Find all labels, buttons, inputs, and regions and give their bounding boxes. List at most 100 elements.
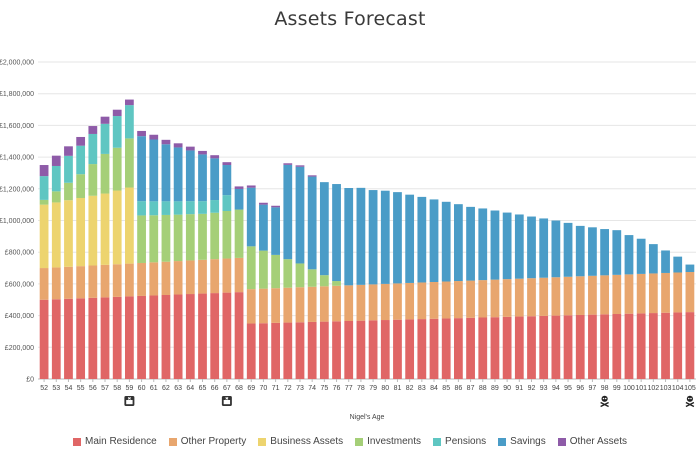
- bar-segment-savings[interactable]: [575, 225, 585, 277]
- bar-segment-other-property[interactable]: [685, 272, 695, 313]
- bar-segment-other-property[interactable]: [76, 266, 86, 299]
- bar-segment-savings[interactable]: [636, 238, 646, 274]
- bar-segment-other-property[interactable]: [161, 261, 171, 295]
- bar-segment-savings[interactable]: [185, 150, 195, 202]
- bar-segment-main-residence[interactable]: [161, 294, 171, 379]
- bar-segment-savings[interactable]: [600, 229, 609, 276]
- bar-segment-main-residence[interactable]: [149, 295, 159, 379]
- bar-segment-other-property[interactable]: [332, 285, 341, 322]
- bar-segment-savings[interactable]: [393, 192, 402, 284]
- bar-segment-other-assets[interactable]: [76, 136, 86, 146]
- bar-segment-savings[interactable]: [234, 188, 244, 210]
- bar-segment-other-assets[interactable]: [246, 185, 256, 188]
- bar-segment-main-residence[interactable]: [478, 317, 488, 379]
- bar-segment-other-assets[interactable]: [210, 155, 220, 159]
- bar-segment-other-property[interactable]: [88, 265, 98, 298]
- bar-segment-pensions[interactable]: [161, 201, 171, 215]
- bar-segment-other-assets[interactable]: [295, 165, 305, 167]
- bar-segment-savings[interactable]: [514, 214, 524, 279]
- legend-item-other-assets[interactable]: Other Assets: [557, 436, 627, 447]
- bar-segment-other-property[interactable]: [551, 277, 561, 316]
- bar-segment-other-assets[interactable]: [307, 175, 317, 177]
- bar-segment-other-assets[interactable]: [64, 146, 73, 156]
- bar-segment-other-property[interactable]: [100, 264, 110, 298]
- bar-segment-other-assets[interactable]: [271, 205, 280, 208]
- bar-segment-main-residence[interactable]: [673, 312, 683, 379]
- bar-segment-main-residence[interactable]: [246, 323, 256, 379]
- bar-segment-pensions[interactable]: [149, 201, 159, 216]
- bar-segment-main-residence[interactable]: [234, 292, 244, 379]
- bar-segment-other-property[interactable]: [234, 257, 244, 293]
- bar-segment-main-residence[interactable]: [466, 317, 475, 379]
- bar-segment-savings[interactable]: [673, 256, 683, 273]
- bar-segment-investments[interactable]: [161, 214, 171, 262]
- bar-segment-pensions[interactable]: [125, 105, 134, 139]
- bar-segment-investments[interactable]: [51, 191, 61, 203]
- bar-segment-pensions[interactable]: [100, 123, 110, 154]
- bar-segment-other-property[interactable]: [380, 283, 390, 321]
- bar-segment-savings[interactable]: [271, 207, 280, 255]
- bar-segment-savings[interactable]: [161, 144, 171, 202]
- bar-segment-other-assets[interactable]: [283, 163, 293, 165]
- bar-segment-other-property[interactable]: [539, 277, 549, 316]
- bar-segment-other-assets[interactable]: [185, 146, 195, 151]
- bar-segment-other-property[interactable]: [661, 272, 670, 313]
- bar-segment-other-assets[interactable]: [39, 165, 49, 177]
- bar-segment-savings[interactable]: [478, 208, 488, 281]
- bar-segment-main-residence[interactable]: [307, 321, 317, 379]
- bar-segment-pensions[interactable]: [222, 195, 232, 211]
- bar-segment-main-residence[interactable]: [514, 316, 524, 379]
- bar-segment-other-assets[interactable]: [88, 126, 98, 134]
- bar-segment-savings[interactable]: [527, 216, 536, 279]
- bar-segment-savings[interactable]: [173, 147, 183, 202]
- legend-item-business-assets[interactable]: Business Assets: [258, 436, 343, 447]
- bar-segment-savings[interactable]: [405, 194, 415, 283]
- bar-segment-pensions[interactable]: [137, 201, 146, 216]
- bar-segment-other-assets[interactable]: [259, 202, 268, 205]
- bar-segment-investments[interactable]: [259, 250, 268, 289]
- bar-segment-pensions[interactable]: [198, 201, 207, 214]
- bar-segment-main-residence[interactable]: [661, 312, 670, 379]
- bar-segment-other-property[interactable]: [307, 286, 317, 322]
- bar-segment-main-residence[interactable]: [185, 294, 195, 379]
- bar-segment-main-residence[interactable]: [88, 297, 98, 379]
- bar-segment-savings[interactable]: [454, 204, 463, 282]
- bar-segment-other-property[interactable]: [173, 261, 183, 295]
- bar-segment-main-residence[interactable]: [198, 293, 207, 379]
- bar-segment-main-residence[interactable]: [283, 322, 293, 379]
- bar-segment-savings[interactable]: [441, 201, 451, 282]
- bar-segment-pensions[interactable]: [88, 133, 98, 165]
- bar-segment-other-property[interactable]: [246, 289, 256, 324]
- bar-segment-other-assets[interactable]: [100, 116, 110, 124]
- bar-segment-savings[interactable]: [502, 212, 512, 280]
- bar-segment-main-residence[interactable]: [393, 319, 402, 379]
- bar-segment-other-property[interactable]: [51, 267, 61, 300]
- bar-segment-other-property[interactable]: [112, 264, 122, 297]
- bar-segment-savings[interactable]: [588, 227, 597, 276]
- bar-segment-other-property[interactable]: [356, 284, 366, 321]
- bar-segment-other-property[interactable]: [149, 262, 159, 296]
- bar-segment-savings[interactable]: [222, 165, 232, 196]
- bar-segment-pensions[interactable]: [51, 165, 61, 192]
- bar-segment-other-property[interactable]: [137, 262, 146, 296]
- bar-segment-other-property[interactable]: [600, 275, 609, 315]
- bar-segment-main-residence[interactable]: [64, 298, 73, 379]
- bar-segment-main-residence[interactable]: [51, 299, 61, 379]
- legend-item-investments[interactable]: Investments: [355, 436, 421, 447]
- bar-segment-main-residence[interactable]: [454, 318, 463, 379]
- bar-segment-pensions[interactable]: [112, 116, 122, 148]
- bar-segment-main-residence[interactable]: [39, 299, 49, 379]
- bar-segment-other-property[interactable]: [295, 287, 305, 323]
- bar-segment-investments[interactable]: [185, 214, 195, 261]
- bar-segment-other-assets[interactable]: [222, 162, 232, 166]
- bar-segment-other-property[interactable]: [441, 281, 451, 319]
- bar-segment-savings[interactable]: [319, 182, 329, 276]
- bar-segment-other-property[interactable]: [283, 287, 293, 323]
- bar-segment-investments[interactable]: [39, 199, 49, 205]
- bar-segment-main-residence[interactable]: [539, 315, 549, 379]
- bar-segment-other-property[interactable]: [527, 278, 536, 317]
- bar-segment-main-residence[interactable]: [624, 313, 634, 379]
- bar-segment-other-property[interactable]: [454, 281, 463, 319]
- bar-segment-main-residence[interactable]: [173, 294, 183, 379]
- bar-segment-savings[interactable]: [307, 176, 317, 270]
